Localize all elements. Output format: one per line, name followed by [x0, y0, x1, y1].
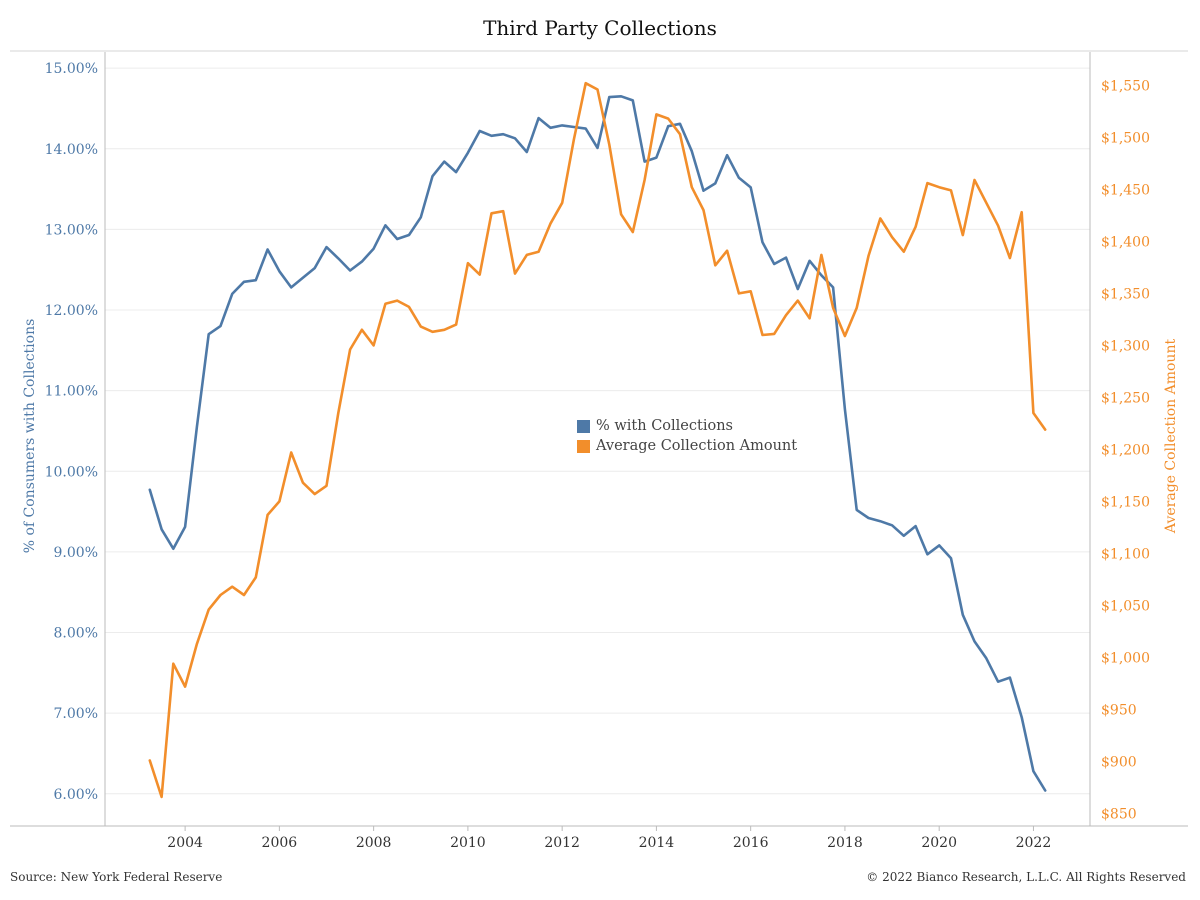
- chart-title: Third Party Collections: [483, 16, 717, 40]
- x-tick-label: 2010: [450, 835, 486, 851]
- right-tick-label: $1,200: [1101, 442, 1150, 458]
- source-note: Source: New York Federal Reserve: [10, 870, 223, 884]
- left-tick-label: 15.00%: [45, 61, 98, 77]
- x-axis-ticks: 2004 2006 2008 2010 2012 2014 2016 2018 2020 2022: [167, 826, 1051, 851]
- x-tick-label: 2014: [639, 835, 675, 851]
- right-tick-label: $1,350: [1101, 286, 1150, 302]
- x-tick-label: 2008: [356, 835, 392, 851]
- series-line-average-collection-amount: [148, 81, 1047, 799]
- right-tick-label: $1,500: [1101, 130, 1150, 146]
- left-tick-label: 11.00%: [45, 384, 98, 400]
- axes: [10, 52, 1188, 827]
- copyright-note: © 2022 Bianco Research, L.L.C. All Right…: [866, 870, 1186, 884]
- right-tick-label: $1,000: [1101, 650, 1150, 666]
- right-tick-label: $1,300: [1101, 338, 1150, 354]
- left-axis-ticks: 6.00% 7.00% 8.00% 9.00% 10.00% 11.00% 12.00% 13…: [45, 61, 98, 803]
- x-tick-label: 2012: [544, 835, 580, 851]
- legend-label-percent: % with Collections: [596, 418, 733, 434]
- left-tick-label: 6.00%: [54, 787, 98, 803]
- right-tick-label: $850: [1101, 807, 1137, 823]
- legend-swatch-amount: [577, 439, 590, 453]
- right-axis-ticks: $850 $900 $950 $1,000 $1,050 $1,100 $1,150 $1,2…: [1101, 78, 1150, 822]
- right-tick-label: $900: [1101, 755, 1137, 771]
- legend-item-percent: % with Collections: [577, 416, 797, 436]
- left-tick-label: 13.00%: [45, 222, 98, 238]
- left-tick-label: 7.00%: [54, 706, 98, 722]
- x-tick-label: 2006: [262, 835, 298, 851]
- legend-item-amount: Average Collection Amount: [577, 436, 797, 456]
- x-tick-label: 2018: [827, 835, 863, 851]
- x-tick-label: 2022: [1016, 835, 1052, 851]
- left-tick-label: 14.00%: [45, 142, 98, 158]
- left-tick-label: 12.00%: [45, 303, 98, 319]
- right-tick-label: $1,550: [1101, 78, 1150, 94]
- left-tick-label: 9.00%: [54, 545, 98, 561]
- left-tick-label: 10.00%: [45, 464, 98, 480]
- right-tick-label: $950: [1101, 702, 1137, 718]
- right-tick-label: $1,450: [1101, 182, 1150, 198]
- legend: % with Collections Average Collection Am…: [577, 416, 797, 456]
- series-lines: [148, 81, 1047, 799]
- legend-label-amount: Average Collection Amount: [596, 438, 798, 454]
- x-tick-label: 2020: [921, 835, 957, 851]
- right-tick-label: $1,150: [1101, 494, 1150, 510]
- series-line-percent-with-collections: [148, 95, 1047, 792]
- right-tick-label: $1,250: [1101, 390, 1150, 406]
- left-axis-label: % of Consumers with Collections: [22, 319, 38, 554]
- right-tick-label: $1,050: [1101, 598, 1150, 614]
- right-tick-label: $1,100: [1101, 546, 1150, 562]
- right-axis-label: Average Collection Amount: [1163, 339, 1179, 535]
- x-tick-label: 2016: [733, 835, 769, 851]
- legend-swatch-percent: [577, 419, 590, 433]
- x-tick-label: 2004: [167, 835, 203, 851]
- right-tick-label: $1,400: [1101, 234, 1150, 250]
- left-tick-label: 8.00%: [54, 626, 98, 642]
